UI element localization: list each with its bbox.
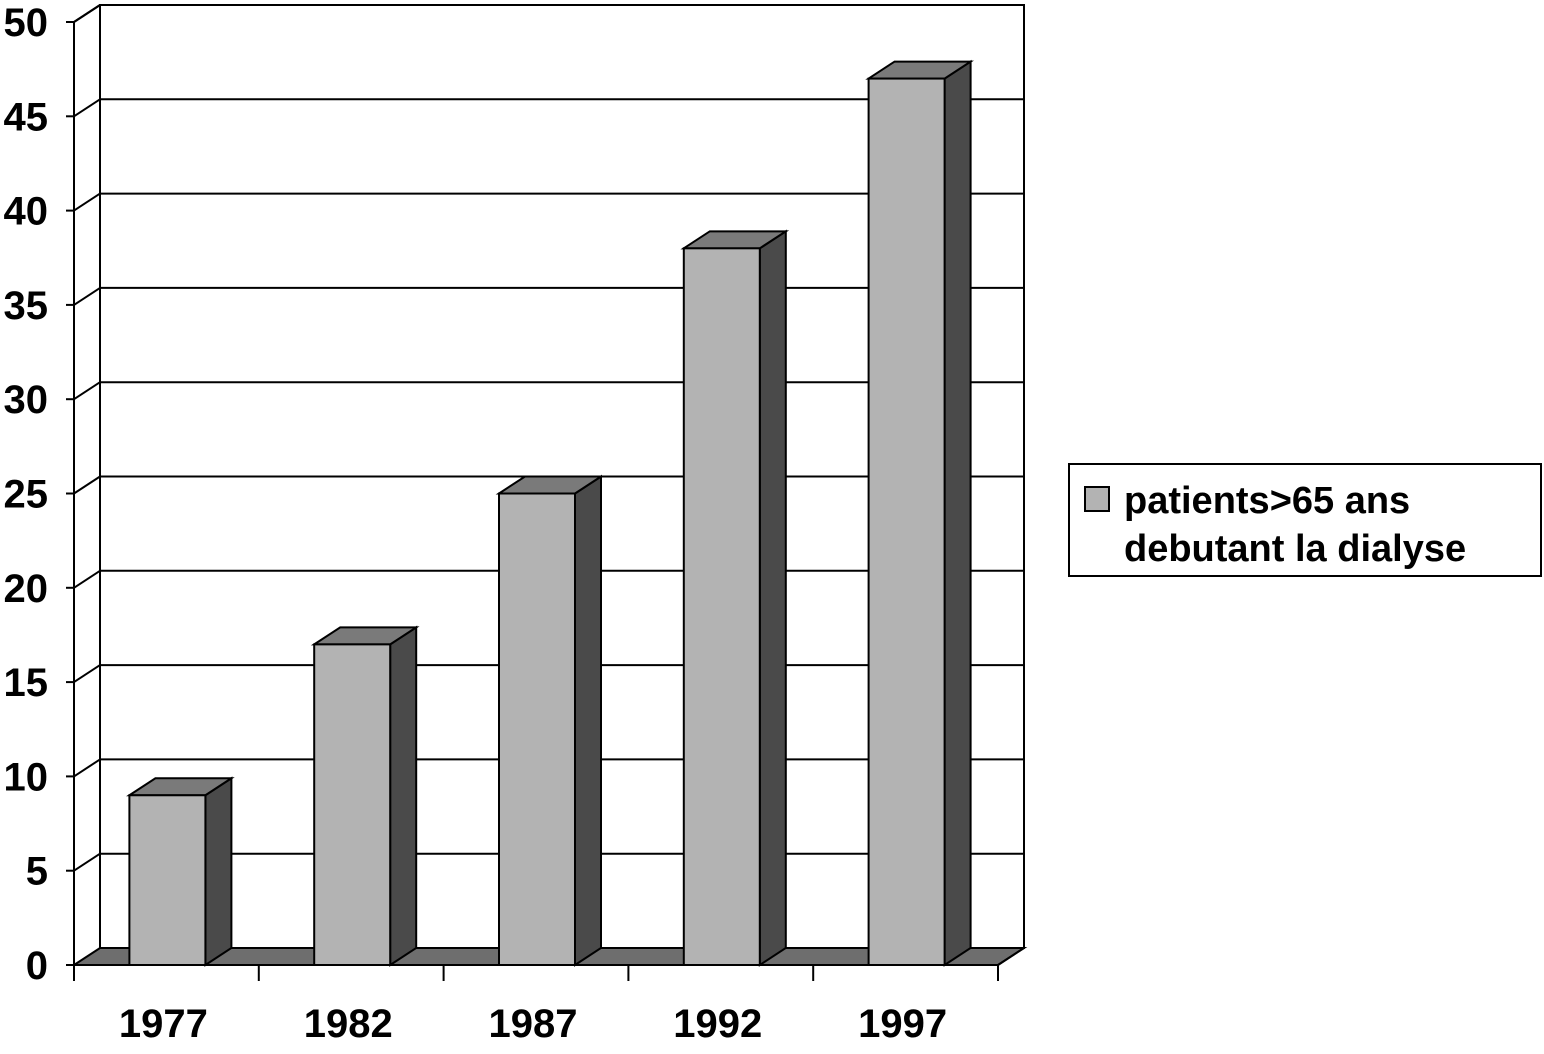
x-tick-label: 1997 — [858, 1002, 947, 1046]
y-tick-label: 30 — [4, 378, 49, 422]
legend-swatch — [1084, 486, 1110, 512]
y-tick-label: 5 — [26, 850, 48, 894]
bar-side — [758, 229, 787, 967]
gridline-side — [73, 192, 101, 212]
y-axis-tick-labels: 0 5 10 15 20 25 30 35 40 45 50 — [4, 1, 49, 988]
y-tick-label: 45 — [4, 95, 49, 139]
bar — [867, 77, 946, 966]
gridline-side — [73, 664, 101, 683]
floor-right-edge — [997, 947, 1025, 966]
gridline-side — [73, 758, 101, 778]
bar — [682, 247, 761, 966]
y-tick-label: 15 — [4, 661, 49, 705]
x-tick-label: 1982 — [304, 1002, 393, 1046]
gridline-side — [73, 98, 101, 118]
bar — [313, 643, 392, 966]
y-tick-label: 50 — [4, 1, 49, 45]
y-tick-label: 20 — [4, 567, 49, 611]
gridline-side — [73, 569, 101, 589]
y-tick-label: 10 — [4, 755, 49, 799]
x-tick-label: 1992 — [673, 1002, 762, 1046]
gridline-side — [73, 475, 101, 495]
x-tick-label: 1987 — [489, 1002, 578, 1046]
y-tick-label: 40 — [4, 190, 49, 234]
gridline-side — [73, 852, 101, 872]
y-tick-label: 25 — [4, 473, 49, 517]
legend: patients>65 ans debutant la dialyse — [1068, 463, 1542, 577]
y-tick-label: 0 — [26, 944, 48, 988]
bar — [498, 492, 576, 966]
axes — [66, 21, 1025, 981]
bar-side — [574, 474, 602, 967]
gridline-side — [73, 287, 101, 306]
y-tick-label: 35 — [4, 284, 49, 328]
bar-side — [204, 776, 233, 967]
bars — [126, 59, 974, 967]
legend-label: patients>65 ans debutant la dialyse — [1124, 480, 1467, 570]
gridline-side — [73, 4, 101, 23]
bar — [128, 794, 207, 967]
gridline-side — [73, 381, 101, 401]
bar-side — [389, 625, 418, 967]
x-tick-label: 1977 — [119, 1002, 208, 1046]
bar-side — [943, 59, 972, 967]
x-axis-tick-labels: 1977 1982 1987 1992 1997 — [119, 1002, 947, 1046]
